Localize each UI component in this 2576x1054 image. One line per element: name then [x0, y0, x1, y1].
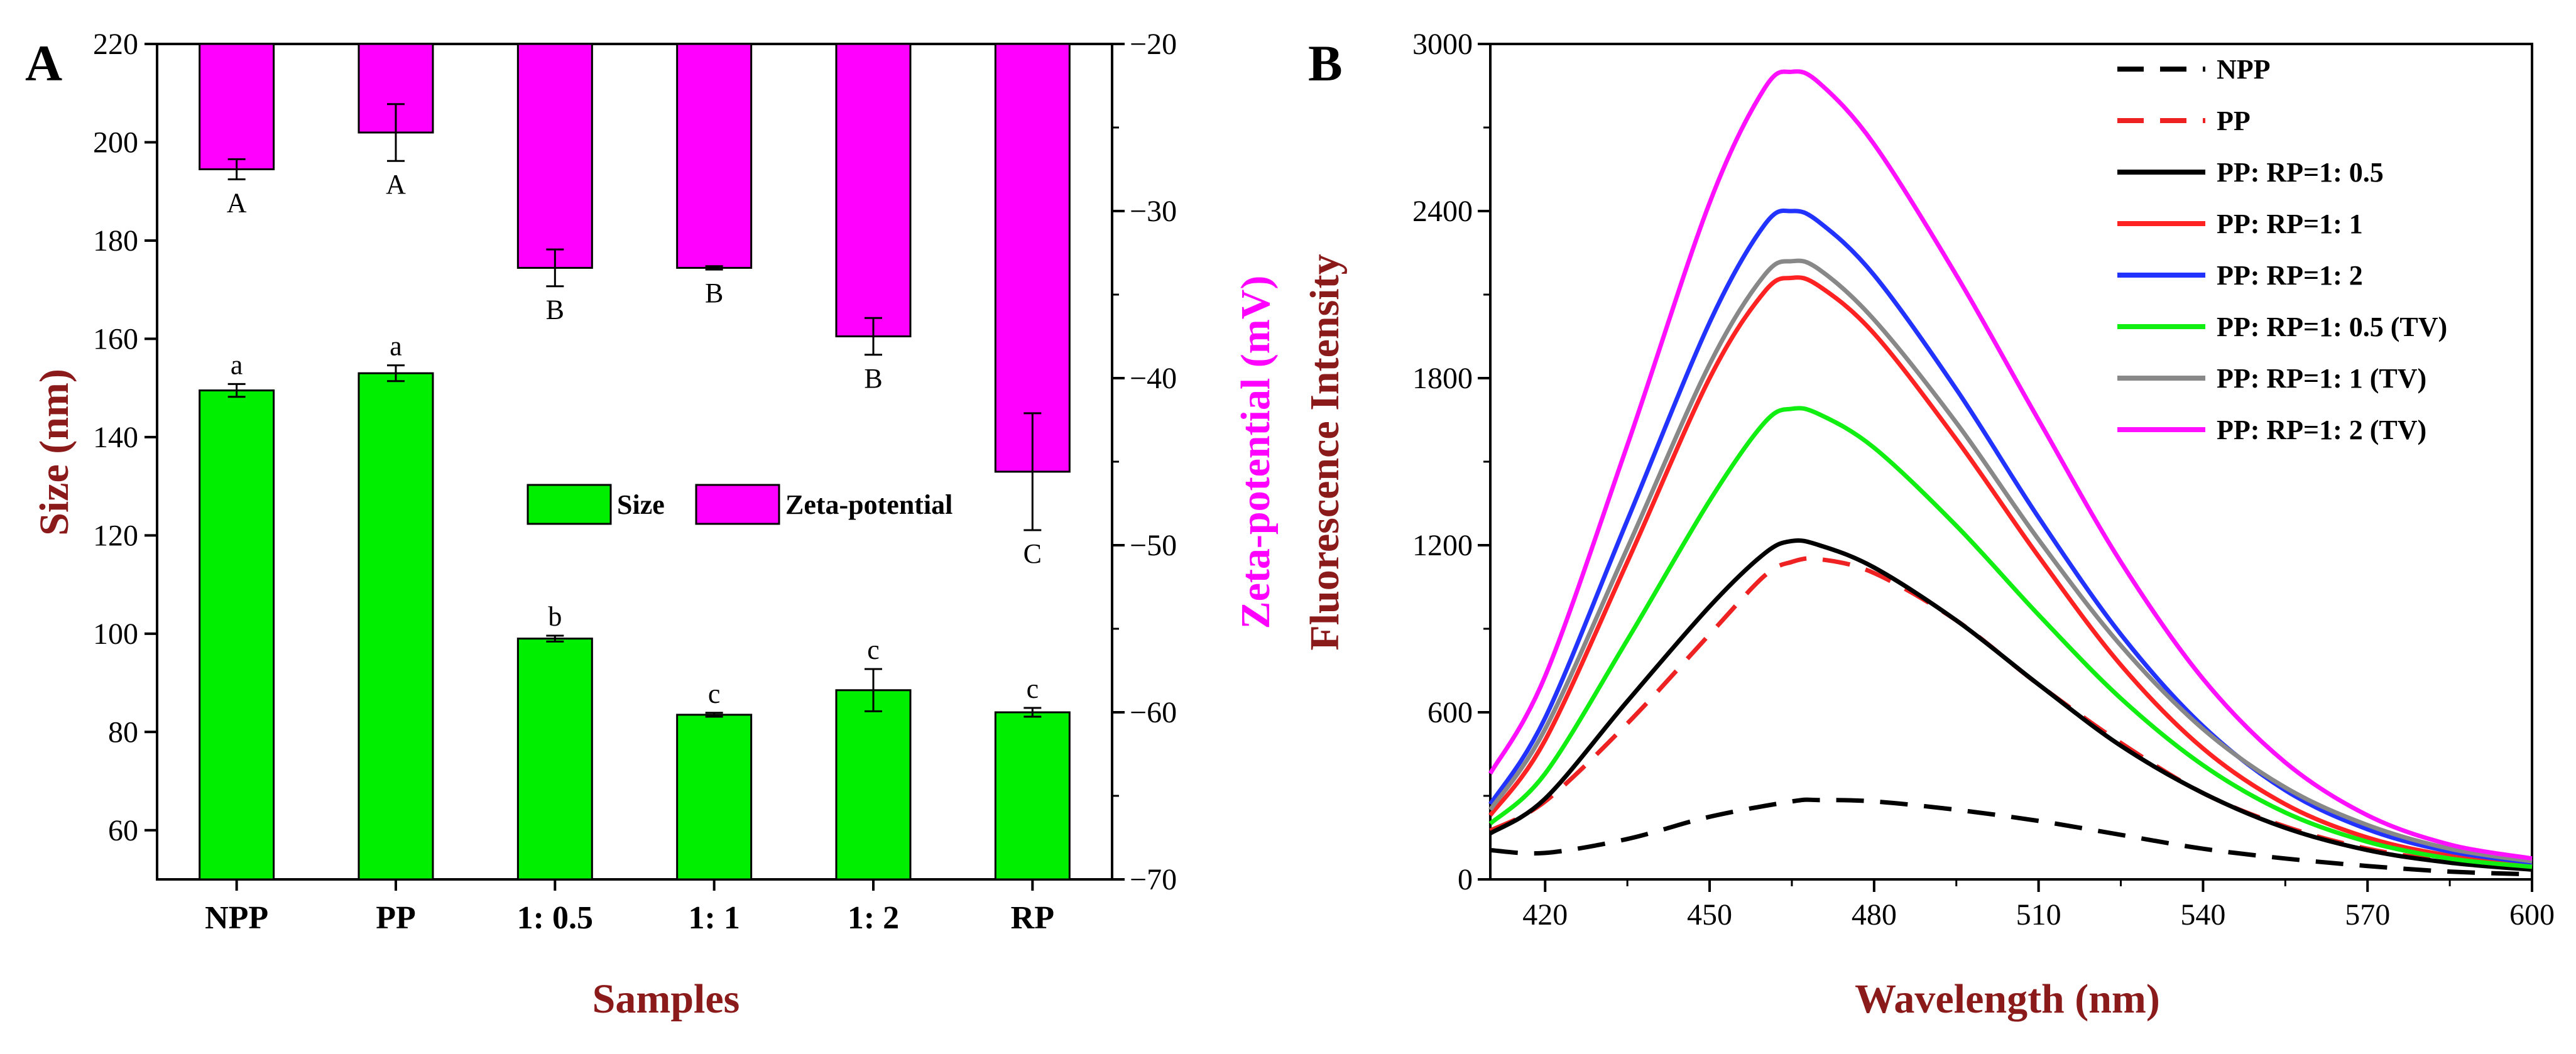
- x-tick-label: 540: [2180, 898, 2225, 932]
- y-tick-label: 1200: [1412, 529, 1473, 562]
- panel-b-y-axis-label: Fluorescence Intensity: [1302, 254, 1348, 650]
- legend-swatch-zeta: [695, 484, 780, 525]
- y2-tick-label: −20: [1130, 28, 1177, 61]
- y-tick-label: 100: [93, 617, 138, 651]
- zeta-bar: [516, 43, 593, 269]
- x-tick-label: 480: [1852, 898, 1897, 932]
- legend-label-3: PP: RP=1: 0.5: [2217, 157, 2384, 188]
- size-bar: [516, 638, 593, 881]
- x-tick-label: PP: [376, 900, 416, 936]
- legend-label-7: PP: RP=1: 1 (TV): [2217, 363, 2426, 394]
- y-tick-label: 140: [93, 421, 138, 454]
- y2-tick-label: −60: [1130, 696, 1177, 729]
- panel-b-axes: 0 600 1200 1800 2400 3000 420 450 480 510 540 570 60…: [1412, 28, 2555, 932]
- zeta-significance-letter: B: [705, 278, 723, 308]
- size-significance-letter: c: [867, 634, 880, 665]
- y-tick-label: 0: [1458, 863, 1473, 896]
- y-tick-label: 80: [108, 715, 138, 749]
- x-tick-label: NPP: [205, 900, 268, 936]
- y-tick-label: 60: [108, 814, 138, 847]
- y-tick-label: 220: [93, 28, 138, 61]
- panel-a-label: A: [25, 35, 62, 92]
- zeta-significance-letter: C: [1023, 538, 1042, 569]
- y2-tick-label: −50: [1130, 529, 1177, 562]
- y-tick-label: 3000: [1412, 28, 1473, 61]
- legend-label-6: PP: RP=1: 0.5 (TV): [2217, 312, 2447, 342]
- panel-b-x-axis-label: Wavelength (nm): [1855, 976, 2160, 1022]
- size-bar: [676, 714, 753, 881]
- zeta-significance-letter: A: [227, 187, 247, 218]
- panel-a: A 60 80 100 120 140 160 180 200 220 −70 −60 −50 −40 −…: [25, 28, 1279, 1022]
- series-line-1: [1490, 797, 2533, 877]
- x-tick-label: 600: [2509, 898, 2555, 932]
- size-bar: [199, 389, 275, 881]
- series-line-5: [1488, 209, 2533, 865]
- panel-a-legend: Size Zeta-potential: [527, 484, 952, 525]
- panel-a-x-axis-label: Samples: [592, 976, 740, 1022]
- legend-label-size: Size: [617, 489, 665, 520]
- zeta-significance-letter: A: [386, 169, 406, 200]
- y-tick-label: 200: [93, 126, 138, 159]
- legend-label-5: PP: RP=1: 2: [2217, 260, 2363, 291]
- legend-label-2: PP: [2217, 106, 2251, 136]
- y2-tick-label: −30: [1130, 195, 1177, 228]
- size-bar: [994, 711, 1071, 881]
- zeta-bar: [835, 43, 912, 337]
- x-tick-label: 420: [1522, 898, 1568, 932]
- size-significance-letter: c: [708, 678, 721, 709]
- x-tick-label: 1: 2: [848, 900, 899, 936]
- y-tick-label: 120: [93, 519, 138, 552]
- panel-b: B 0 600 1200 1800 2400 3000 420 450 480 510 540 570…: [1302, 28, 2555, 1022]
- legend-label-4: PP: RP=1: 1: [2217, 209, 2363, 239]
- panel-a-plot-frame: [156, 43, 1113, 881]
- x-tick-label: 1: 0.5: [517, 900, 593, 936]
- x-tick-label: 450: [1687, 898, 1732, 932]
- size-significance-letter: a: [231, 349, 243, 380]
- x-tick-label: 510: [2016, 898, 2061, 932]
- zeta-significance-letter: B: [546, 295, 564, 325]
- legend-label-1: NPP: [2217, 54, 2271, 85]
- panel-a-y2-axis-label: Zeta-potential (mV): [1233, 276, 1279, 629]
- panel-a-axes: 60 80 100 120 140 160 180 200 220 −70 −60 −50 −40 −30…: [93, 28, 1177, 936]
- series-line-8: [1488, 69, 2533, 861]
- y2-tick-label: −40: [1130, 362, 1177, 395]
- size-significance-letter: a: [390, 331, 402, 362]
- legend-swatch-size: [527, 484, 612, 525]
- x-tick-label: 570: [2345, 898, 2390, 932]
- zeta-significance-letter: B: [864, 363, 882, 394]
- panel-a-y-axis-label: Size (nm): [31, 369, 77, 536]
- zeta-bar: [199, 43, 275, 170]
- y-tick-label: 600: [1427, 696, 1473, 729]
- series-line-4: [1488, 275, 2533, 868]
- panel-b-label: B: [1308, 35, 1343, 92]
- x-tick-label: RP: [1011, 900, 1054, 936]
- y-tick-label: 160: [93, 322, 138, 356]
- size-bar: [835, 689, 912, 881]
- size-significance-letter: b: [548, 601, 562, 632]
- y-tick-label: 1800: [1412, 362, 1473, 395]
- series-line-6: [1488, 406, 2533, 869]
- series-line-7: [1488, 258, 2533, 864]
- size-significance-letter: c: [1027, 673, 1039, 704]
- size-bar: [357, 372, 434, 881]
- panel-b-legend: NPP PP PP: RP=1: 0.5 PP: RP=1: 1 PP: RP=1: 2…: [2117, 54, 2447, 445]
- legend-label-8: PP: RP=1: 2 (TV): [2217, 415, 2426, 445]
- y2-tick-label: −70: [1130, 863, 1177, 896]
- zeta-bar: [676, 43, 753, 269]
- panel-b-lines: [1488, 69, 2533, 877]
- panel-a-bars: a a b c c c A A B B B C: [199, 43, 1071, 881]
- y-tick-label: 180: [93, 224, 138, 258]
- x-tick-label: 1: 1: [689, 900, 740, 936]
- y-tick-label: 2400: [1412, 195, 1473, 228]
- series-line-3: [1489, 538, 2533, 872]
- legend-label-zeta: Zeta-potential: [785, 489, 952, 520]
- zeta-bar: [994, 43, 1071, 473]
